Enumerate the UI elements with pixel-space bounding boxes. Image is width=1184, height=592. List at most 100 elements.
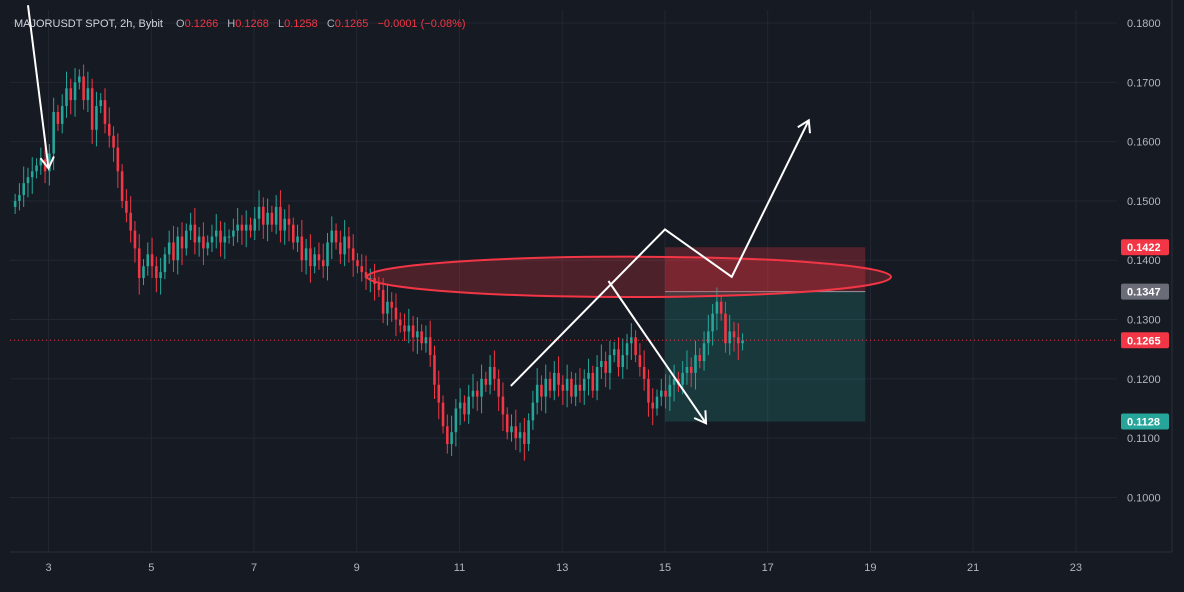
candle-body [129,212,132,231]
candle-body [227,236,231,238]
candle-body [304,248,308,261]
take-profit-zone [664,291,866,422]
time-tick-label: 9 [354,562,360,574]
price-badge [1121,283,1169,300]
candle-body [505,414,509,433]
candle-body [446,426,449,445]
high-key: H [227,18,236,30]
candle-body [638,355,642,367]
candle-body [694,355,697,373]
candle-body [206,242,209,249]
candle-body [480,378,483,397]
candle-body [99,100,103,107]
price-axis[interactable]: 0.1800 0.1700 0.1600 0.1500 0.1400 0.1300 0.12… [1117,0,1184,592]
candle-body [78,76,81,83]
candle-body [210,236,214,243]
candle-body [300,236,304,261]
price-tick-label: 0.1400 [1127,255,1161,267]
candle-body [202,236,205,249]
candle-body [351,248,355,261]
candle-body [604,361,607,373]
price-badge-label: 0.1265 [1127,335,1161,347]
candle-body [574,384,577,397]
candle-body [167,242,171,255]
candle-body [570,378,573,397]
candle-body [283,218,286,231]
time-tick-label: 23 [1070,562,1082,574]
candle-body [296,236,299,243]
change-value: −0.0001 (−0.08%) [377,18,466,30]
price-tick-label: 0.1600 [1127,137,1161,149]
candle-body [655,396,659,409]
candle-body [236,224,239,231]
close-key: C [326,18,335,30]
symbol-label[interactable]: MAJORUSDT SPOT, 2h, Bybit [14,18,163,30]
candle-body [390,301,393,308]
arrow-head [693,410,708,425]
candle-body [659,390,663,397]
candle-body [56,111,60,124]
candle-body [26,177,30,184]
candle-body [274,206,278,225]
candle-body [715,301,719,314]
candle-body [600,361,603,367]
candle-body [467,396,470,415]
time-tick-label: 13 [556,562,568,574]
candle-body [116,147,120,172]
price-tick-label: 0.1200 [1127,374,1161,386]
candle-body [463,402,466,415]
candle-body [155,266,158,279]
candle-body [35,165,38,172]
time-tick-label: 3 [45,562,51,574]
candle-body [411,325,415,338]
candle-body [291,224,295,243]
candle-body [668,384,672,397]
candle-body [428,337,432,356]
candle-body [689,366,693,373]
candle-body [82,76,85,101]
candle-body [381,289,385,314]
candle-body [407,325,411,332]
price-badge-label: 0.1422 [1127,242,1161,254]
low-value: 0.1258 [284,18,318,30]
price-badge-label: 0.1128 [1127,417,1160,429]
candle-body [360,266,364,273]
candle-body [73,82,77,101]
candle-body [159,272,162,279]
candle-body [394,307,398,320]
candle-body [107,123,111,136]
candle-body [471,390,475,397]
candle-body [347,236,351,249]
high-value: 0.1268 [235,18,269,30]
candle-body [565,378,569,391]
candle-body [189,224,192,231]
candle-body [86,88,90,101]
time-axis[interactable]: 3 5 7 9 11 13 15 17 19 21 23 [0,551,1184,592]
candle-body [214,230,218,237]
stop-loss-zone [664,247,866,292]
candle-body [561,384,565,391]
candle-body [330,230,334,243]
arrow-path [607,280,707,424]
candles [13,64,744,461]
price-tick-label: 0.1800 [1127,18,1161,30]
candle-body [707,331,710,344]
candle-body [553,372,556,391]
arrow-path [26,5,50,169]
resistance-ellipse [366,255,892,299]
candle-body [321,260,325,267]
price-badge [1121,413,1169,430]
candle-body [313,254,316,267]
candle-body [69,88,73,101]
candle-body [497,378,500,397]
candle-body [279,206,282,231]
time-tick-label: 5 [148,562,154,574]
position-zones [664,247,866,422]
candle-body [672,378,676,385]
candle-body [403,325,406,332]
price-badge [1121,332,1169,349]
candle-body [65,88,68,107]
candle-body [90,88,94,130]
candle-body [416,331,419,338]
